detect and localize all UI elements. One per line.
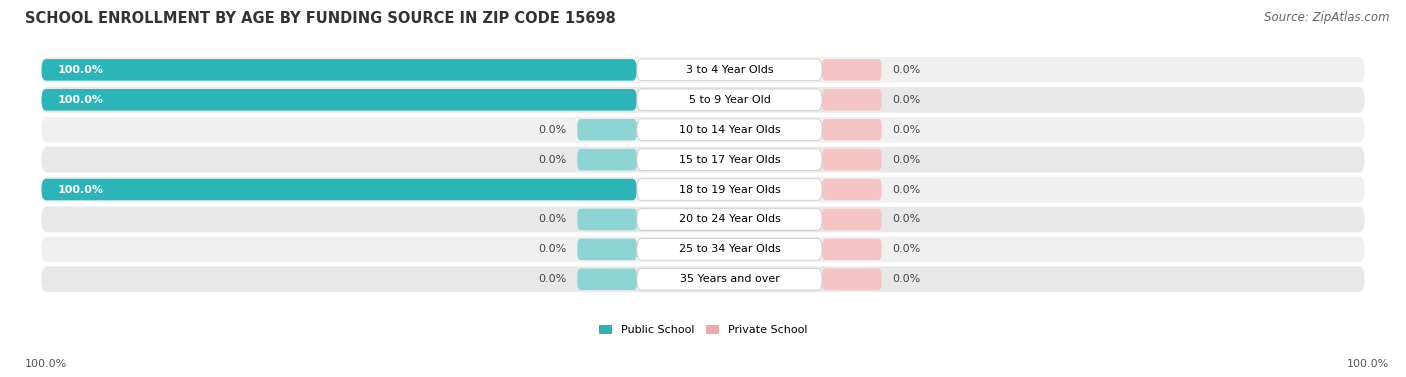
Text: 0.0%: 0.0% (893, 155, 921, 165)
Text: 0.0%: 0.0% (893, 125, 921, 135)
FancyBboxPatch shape (41, 207, 1365, 232)
FancyBboxPatch shape (637, 239, 823, 260)
FancyBboxPatch shape (823, 119, 882, 141)
Text: 100.0%: 100.0% (25, 359, 67, 369)
FancyBboxPatch shape (823, 268, 882, 290)
FancyBboxPatch shape (41, 147, 1365, 173)
Text: 0.0%: 0.0% (893, 65, 921, 75)
Text: 0.0%: 0.0% (538, 155, 567, 165)
FancyBboxPatch shape (637, 149, 823, 170)
Text: 3 to 4 Year Olds: 3 to 4 Year Olds (686, 65, 773, 75)
Text: 5 to 9 Year Old: 5 to 9 Year Old (689, 95, 770, 105)
FancyBboxPatch shape (637, 119, 823, 141)
FancyBboxPatch shape (637, 59, 823, 81)
FancyBboxPatch shape (823, 179, 882, 200)
FancyBboxPatch shape (578, 119, 637, 141)
Text: 0.0%: 0.0% (893, 215, 921, 224)
FancyBboxPatch shape (578, 239, 637, 260)
Text: 18 to 19 Year Olds: 18 to 19 Year Olds (679, 184, 780, 195)
Text: SCHOOL ENROLLMENT BY AGE BY FUNDING SOURCE IN ZIP CODE 15698: SCHOOL ENROLLMENT BY AGE BY FUNDING SOUR… (25, 11, 616, 26)
FancyBboxPatch shape (41, 57, 1365, 83)
FancyBboxPatch shape (41, 59, 637, 81)
FancyBboxPatch shape (41, 267, 1365, 292)
Text: 100.0%: 100.0% (58, 65, 103, 75)
FancyBboxPatch shape (41, 117, 1365, 143)
FancyBboxPatch shape (41, 89, 637, 110)
Text: 25 to 34 Year Olds: 25 to 34 Year Olds (679, 244, 780, 254)
FancyBboxPatch shape (823, 59, 882, 81)
Text: 0.0%: 0.0% (893, 184, 921, 195)
Text: 0.0%: 0.0% (538, 215, 567, 224)
FancyBboxPatch shape (578, 268, 637, 290)
Text: 10 to 14 Year Olds: 10 to 14 Year Olds (679, 125, 780, 135)
Text: 0.0%: 0.0% (538, 125, 567, 135)
Text: 100.0%: 100.0% (1347, 359, 1389, 369)
FancyBboxPatch shape (41, 177, 1365, 202)
FancyBboxPatch shape (41, 179, 637, 200)
Text: 0.0%: 0.0% (893, 244, 921, 254)
FancyBboxPatch shape (578, 149, 637, 170)
FancyBboxPatch shape (823, 149, 882, 170)
FancyBboxPatch shape (823, 239, 882, 260)
FancyBboxPatch shape (41, 236, 1365, 262)
Text: 0.0%: 0.0% (893, 95, 921, 105)
Text: 0.0%: 0.0% (893, 274, 921, 284)
Text: 15 to 17 Year Olds: 15 to 17 Year Olds (679, 155, 780, 165)
Text: 100.0%: 100.0% (58, 184, 103, 195)
Text: 20 to 24 Year Olds: 20 to 24 Year Olds (679, 215, 780, 224)
FancyBboxPatch shape (823, 209, 882, 230)
FancyBboxPatch shape (41, 87, 1365, 113)
FancyBboxPatch shape (823, 89, 882, 110)
FancyBboxPatch shape (578, 209, 637, 230)
FancyBboxPatch shape (637, 89, 823, 110)
Text: Source: ZipAtlas.com: Source: ZipAtlas.com (1264, 11, 1389, 24)
Text: 35 Years and over: 35 Years and over (679, 274, 779, 284)
Text: 100.0%: 100.0% (58, 95, 103, 105)
FancyBboxPatch shape (637, 179, 823, 200)
FancyBboxPatch shape (637, 268, 823, 290)
Text: 0.0%: 0.0% (538, 244, 567, 254)
Legend: Public School, Private School: Public School, Private School (595, 320, 811, 340)
Text: 0.0%: 0.0% (538, 274, 567, 284)
FancyBboxPatch shape (637, 209, 823, 230)
